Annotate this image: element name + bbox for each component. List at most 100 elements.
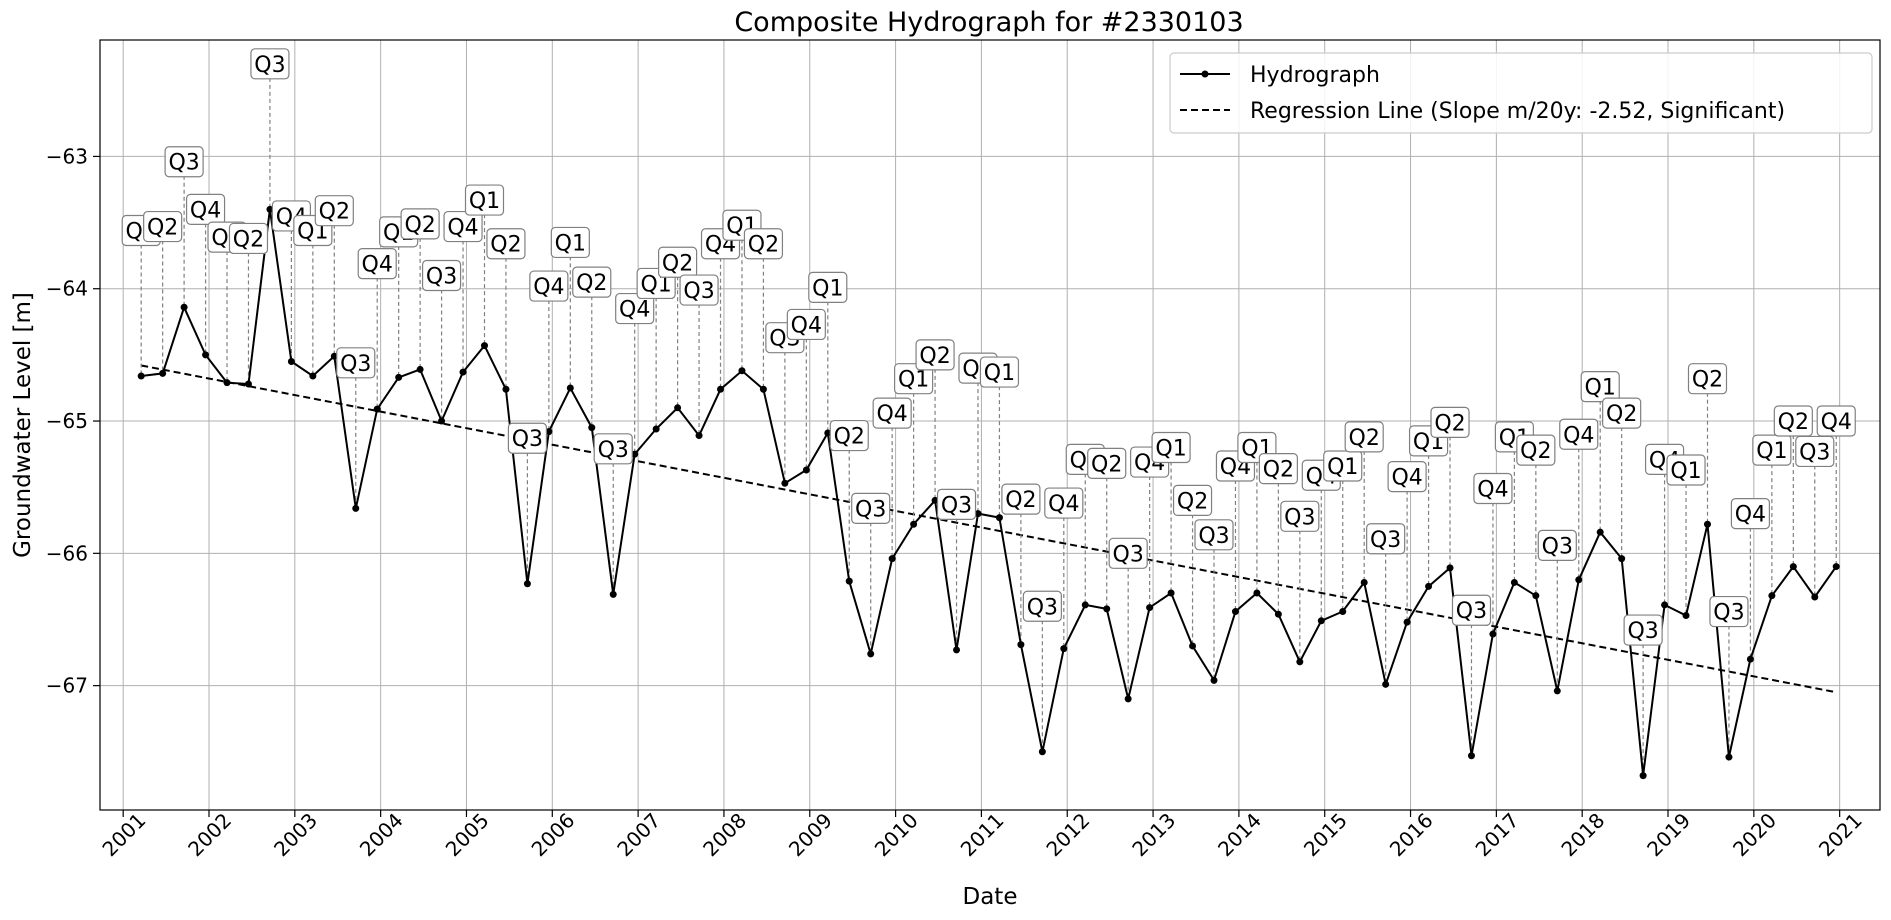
quarter-label: Q2 bbox=[229, 223, 267, 253]
x-axis-title: Date bbox=[963, 884, 1018, 910]
quarter-label: Q4 bbox=[1817, 406, 1855, 436]
quarter-label: Q2 bbox=[916, 340, 954, 370]
quarter-label: Q4 bbox=[444, 212, 482, 242]
legend-regression-label: Regression Line (Slope m/20y: -2.52, Sig… bbox=[1250, 99, 1785, 124]
quarter-label: Q2 bbox=[1002, 484, 1040, 514]
quarter-label-text: Q1 bbox=[984, 361, 1015, 386]
hydrograph-point bbox=[202, 351, 209, 358]
hydrograph-point bbox=[138, 373, 145, 380]
hydrograph-point bbox=[524, 580, 531, 587]
quarter-label: Q1 bbox=[1667, 455, 1705, 485]
quarter-label-text: Q3 bbox=[941, 493, 972, 518]
hydrograph-point bbox=[1447, 564, 1454, 571]
hydrograph-point bbox=[1833, 563, 1840, 570]
hydrograph-point bbox=[288, 358, 295, 365]
y-tick-label: −63 bbox=[46, 144, 88, 168]
hydrograph-point bbox=[438, 418, 445, 425]
quarter-label-text: Q3 bbox=[1542, 534, 1573, 559]
hydrograph-point bbox=[846, 578, 853, 585]
quarter-label-text: Q1 bbox=[898, 368, 929, 393]
quarter-label: Q2 bbox=[1431, 407, 1469, 437]
quarter-label: Q4 bbox=[1560, 419, 1598, 449]
hydrograph-point bbox=[1811, 593, 1818, 600]
hydrograph-point bbox=[1296, 658, 1303, 665]
legend: Hydrograph Regression Line (Slope m/20y:… bbox=[1170, 53, 1872, 133]
hydrograph-point bbox=[1146, 604, 1153, 611]
quarter-label: Q1 bbox=[1152, 432, 1190, 462]
hydrograph-point bbox=[953, 646, 960, 653]
quarter-label: Q3 bbox=[1195, 520, 1233, 550]
hydrograph-point bbox=[181, 304, 188, 311]
hydrograph-point bbox=[1747, 656, 1754, 663]
hydrograph-point bbox=[1017, 641, 1024, 648]
quarter-label-text: Q2 bbox=[147, 216, 178, 241]
hydrograph-point bbox=[696, 432, 703, 439]
quarter-label-text: Q2 bbox=[490, 233, 521, 258]
quarter-label-text: Q3 bbox=[1799, 440, 1830, 465]
hydrograph-point bbox=[395, 374, 402, 381]
quarter-label-text: Q3 bbox=[168, 151, 199, 176]
hydrograph-point bbox=[1618, 555, 1625, 562]
quarter-label: Q3 bbox=[1796, 436, 1834, 466]
hydrograph-point bbox=[1232, 608, 1239, 615]
quarter-label: Q1 bbox=[465, 185, 503, 215]
quarter-label-text: Q3 bbox=[1284, 505, 1315, 530]
quarter-label-text: Q4 bbox=[1391, 466, 1422, 491]
hydrograph-point bbox=[1082, 601, 1089, 608]
quarter-label: Q2 bbox=[744, 229, 782, 259]
hydrograph-point bbox=[1253, 590, 1260, 597]
hydrograph-point bbox=[1790, 563, 1797, 570]
quarter-label-text: Q4 bbox=[533, 275, 564, 300]
quarter-label: Q3 bbox=[938, 489, 976, 519]
quarter-label-text: Q2 bbox=[1263, 458, 1294, 483]
hydrograph-point bbox=[1211, 677, 1218, 684]
quarter-label: Q4 bbox=[530, 271, 568, 301]
quarter-label: Q2 bbox=[487, 229, 525, 259]
hydrograph-point bbox=[417, 366, 424, 373]
y-tick-label: −67 bbox=[46, 674, 88, 698]
quarter-label-text: Q1 bbox=[812, 276, 843, 301]
chart-title: Composite Hydrograph for #2330103 bbox=[734, 7, 1243, 38]
quarter-label-text: Q4 bbox=[447, 216, 478, 241]
quarter-label: Q2 bbox=[401, 209, 439, 239]
quarter-label: Q2 bbox=[1603, 398, 1641, 428]
hydrograph-point bbox=[910, 521, 917, 528]
hydrograph-point bbox=[1532, 592, 1539, 599]
hydrograph-point bbox=[1275, 611, 1282, 618]
hydrograph-point bbox=[1382, 681, 1389, 688]
quarter-label-text: Q3 bbox=[1370, 528, 1401, 553]
quarter-label: Q1 bbox=[1581, 372, 1619, 402]
quarter-label-text: Q3 bbox=[254, 53, 285, 78]
quarter-label: Q1 bbox=[1324, 451, 1362, 481]
quarter-label-text: Q4 bbox=[362, 253, 393, 278]
y-tick-label: −64 bbox=[46, 277, 88, 301]
quarter-label: Q2 bbox=[1174, 485, 1212, 515]
quarter-label: Q2 bbox=[1774, 406, 1812, 436]
hydrograph-point bbox=[781, 480, 788, 487]
hydrograph-point bbox=[1404, 619, 1411, 626]
hydrograph-point bbox=[224, 379, 231, 386]
hydrograph-point bbox=[653, 425, 660, 432]
quarter-label-text: Q4 bbox=[1477, 478, 1508, 503]
quarter-label-text: Q4 bbox=[1563, 423, 1594, 448]
hydrograph-point bbox=[309, 373, 316, 380]
quarter-label-text: Q2 bbox=[834, 425, 865, 450]
quarter-label-text: Q3 bbox=[598, 438, 629, 463]
quarter-label-text: Q4 bbox=[619, 298, 650, 323]
hydrograph-point bbox=[245, 380, 252, 387]
hydrograph-point bbox=[803, 466, 810, 473]
quarter-label: Q3 bbox=[1367, 524, 1405, 554]
quarter-label: Q2 bbox=[1517, 435, 1555, 465]
quarter-label: Q2 bbox=[1345, 422, 1383, 452]
hydrograph-point bbox=[1318, 617, 1325, 624]
quarter-label-text: Q2 bbox=[1692, 368, 1723, 393]
quarter-label: Q3 bbox=[1452, 595, 1490, 625]
quarter-label-text: Q4 bbox=[1821, 410, 1852, 435]
quarter-label-text: Q3 bbox=[1713, 601, 1744, 626]
quarter-label: Q4 bbox=[1731, 499, 1769, 529]
quarter-label-text: Q2 bbox=[1520, 439, 1551, 464]
quarter-label: Q4 bbox=[1045, 488, 1083, 518]
quarter-label-text: Q2 bbox=[319, 200, 350, 225]
